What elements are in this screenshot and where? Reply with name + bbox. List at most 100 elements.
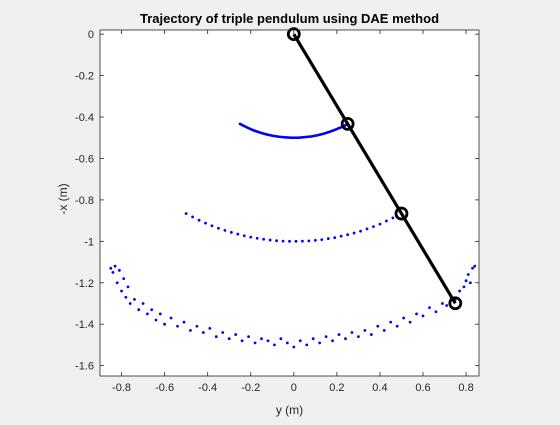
x-axis-label: y (m) [276,403,303,417]
trajectory-point [262,237,266,241]
trajectory-point [458,289,462,293]
trajectory-point [307,239,311,243]
x-axis-ticks: -0.8 -0.6 -0.4 -0.2 0 0.2 0.4 0.6 0.8 [112,30,474,394]
trajectory-point [344,337,347,341]
y-tick-label: -0.4 [75,112,94,124]
trajectory-point [421,314,425,318]
trajectory-point [249,235,253,239]
trajectory-point [163,322,167,326]
trajectory-point [346,233,350,237]
trajectory-point [195,324,199,328]
trajectory-point [117,268,121,272]
trajectory-point [214,335,218,339]
trajectory-point [473,264,477,268]
y-tick-label: -1.6 [75,361,94,373]
trajectory-mass-1 [238,122,349,140]
x-tick-label: -0.2 [241,382,260,394]
trajectory-point [240,339,244,343]
trajectory-point [204,221,207,225]
y-tick-label: -1 [84,236,94,248]
x-tick-label: 0 [291,382,297,394]
rod-layer [286,27,463,311]
trajectory-point [350,331,354,334]
x-tick-label: 0.6 [415,382,430,394]
y-tick-label: -0.2 [75,71,94,83]
trajectory-point [464,279,468,283]
trajectory-layer [109,122,477,349]
trajectory-point [273,343,276,347]
trajectory-point [260,337,263,341]
trajectory-point [210,224,214,228]
y-tick-label: -1.4 [75,319,94,331]
trajectory-point [376,324,380,328]
trajectory-point [189,329,192,332]
trajectory-point [292,345,296,349]
trajectory-point [326,237,330,241]
trajectory-point [305,343,309,347]
trajectory-point [145,312,149,316]
trajectory-point [462,285,466,289]
x-tick-label: -0.6 [155,382,174,394]
pendulum-joint-0 [286,27,301,42]
trajectory-point [154,318,158,322]
y-tick-label: -0.6 [75,153,94,165]
pendulum-joint-1 [340,116,355,131]
trajectory-mass-2 [184,212,403,243]
trajectory-point [115,281,119,285]
trajectory-point [201,331,205,334]
plot-frame [99,29,480,377]
trajectory-point [279,337,283,341]
pendulum-rod [292,33,457,305]
x-tick-label: 0.2 [329,382,344,394]
trajectory-point [339,234,343,238]
trajectory-point [221,331,225,334]
trajectory-point [466,273,470,276]
trajectory-point [109,266,113,270]
trajectory-point [318,341,322,345]
trajectory-point [440,302,444,305]
trajectory-point [227,337,231,341]
y-tick-label: -0.8 [75,195,94,207]
trajectory-point [281,239,285,243]
trajectory-point [288,239,291,243]
trajectory-point [298,339,302,343]
trajectory-point [120,289,123,293]
y-axis-ticks: 0 -0.2 -0.4 -0.6 -0.8 -1 -1.2 -1.4 -1.6 [75,29,479,373]
x-tick-label: -0.8 [112,382,131,394]
trajectory-point [150,308,154,312]
trajectory-point [372,225,375,229]
y-tick-label: -1.2 [75,278,94,290]
trajectory-point [428,306,431,310]
trajectory-point [217,226,220,230]
trajectory-point [234,333,238,336]
trajectory-point [137,308,141,312]
trajectory-point [331,339,334,343]
x-tick-label: 0.4 [372,382,387,394]
trajectory-point [389,320,393,324]
trajectory-point [126,285,130,289]
trajectory-point [113,264,117,268]
trajectory-point [184,212,188,215]
trajectory-point [320,238,324,242]
trajectory-point [445,304,449,307]
trajectory-point [378,222,382,226]
trajectory-point [124,295,128,299]
trajectory-point [369,333,373,336]
trajectory-point [285,341,289,345]
trajectory-point [402,316,406,320]
trajectory-point [253,341,257,345]
trajectory-point [365,227,369,231]
trajectory-point [294,239,298,243]
trajectory-point [313,238,317,242]
trajectory-point [111,271,115,274]
trajectory-point [324,335,328,339]
trajectory-point [333,236,337,240]
chart-title: Trajectory of triple pendulum using DAE … [140,11,439,26]
trajectory-point [128,302,132,305]
trajectory-point [468,281,472,285]
plot-area [100,30,479,376]
trajectory-point [182,320,186,324]
trajectory-point [208,326,212,330]
